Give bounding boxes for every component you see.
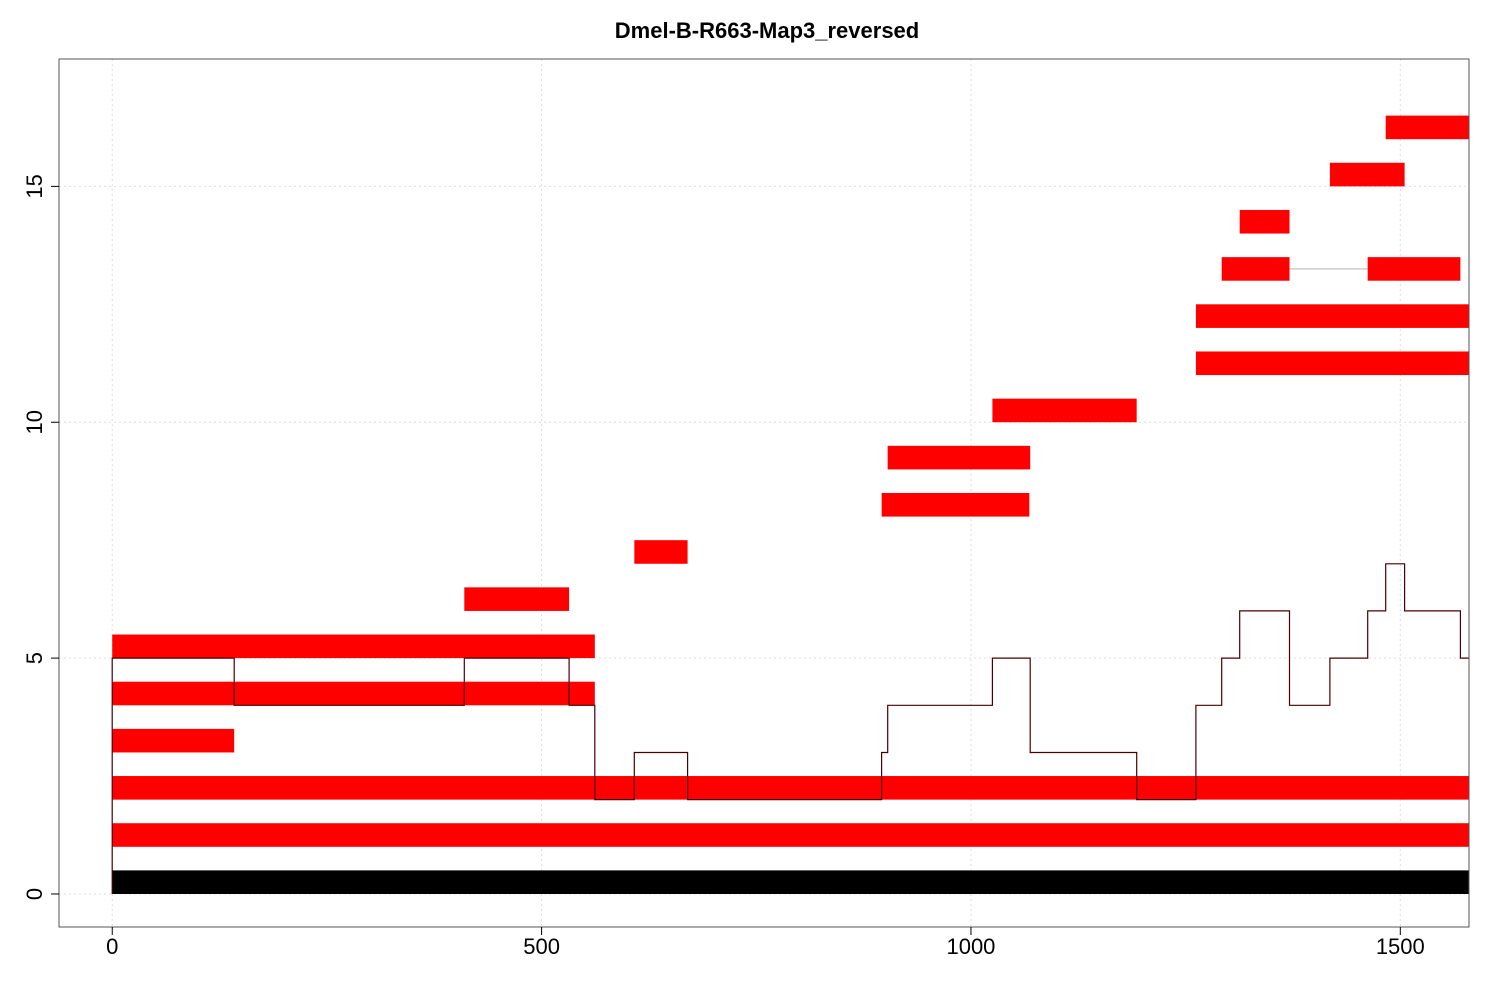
- y-tick-label: 10: [22, 410, 47, 434]
- x-tick-label: 1500: [1376, 934, 1425, 959]
- segment-bar: [634, 540, 688, 564]
- segment-bar: [1367, 257, 1461, 281]
- segment-bar: [1221, 257, 1290, 281]
- segment-bar: [464, 587, 570, 611]
- coverage: [111, 563, 1469, 894]
- reference-bar: [112, 870, 1469, 894]
- segment-bar: [112, 681, 595, 706]
- segment-bar: [881, 493, 1030, 517]
- segment-bar: [992, 398, 1137, 423]
- segment-bar: [1329, 162, 1405, 187]
- x-tick-label: 500: [523, 934, 560, 959]
- coverage-line: [111, 563, 1469, 894]
- plot-area-border: [58, 58, 1470, 928]
- segment-bar: [112, 776, 1469, 800]
- y-axis: 0 5 10 15: [22, 174, 59, 900]
- segment-bar: [1195, 304, 1469, 328]
- x-axis: 0 500 1000 1500: [106, 927, 1425, 959]
- segments: [112, 115, 1469, 894]
- segment-bar: [1195, 351, 1469, 376]
- x-tick-label: 0: [106, 934, 118, 959]
- segment-bar: [112, 634, 595, 659]
- segment-bar: [1385, 115, 1469, 140]
- y-tick-label: 0: [22, 888, 47, 900]
- y-tick-label: 5: [22, 652, 47, 664]
- chart-title: Dmel-B-R663-Map3_reversed: [615, 18, 919, 43]
- x-tick-label: 1000: [946, 934, 995, 959]
- segment-bar: [112, 823, 1469, 847]
- segment-bar: [887, 445, 1031, 470]
- segment-bar: [1239, 209, 1290, 234]
- y-tick-label: 15: [22, 174, 47, 198]
- segment-bar: [112, 728, 235, 753]
